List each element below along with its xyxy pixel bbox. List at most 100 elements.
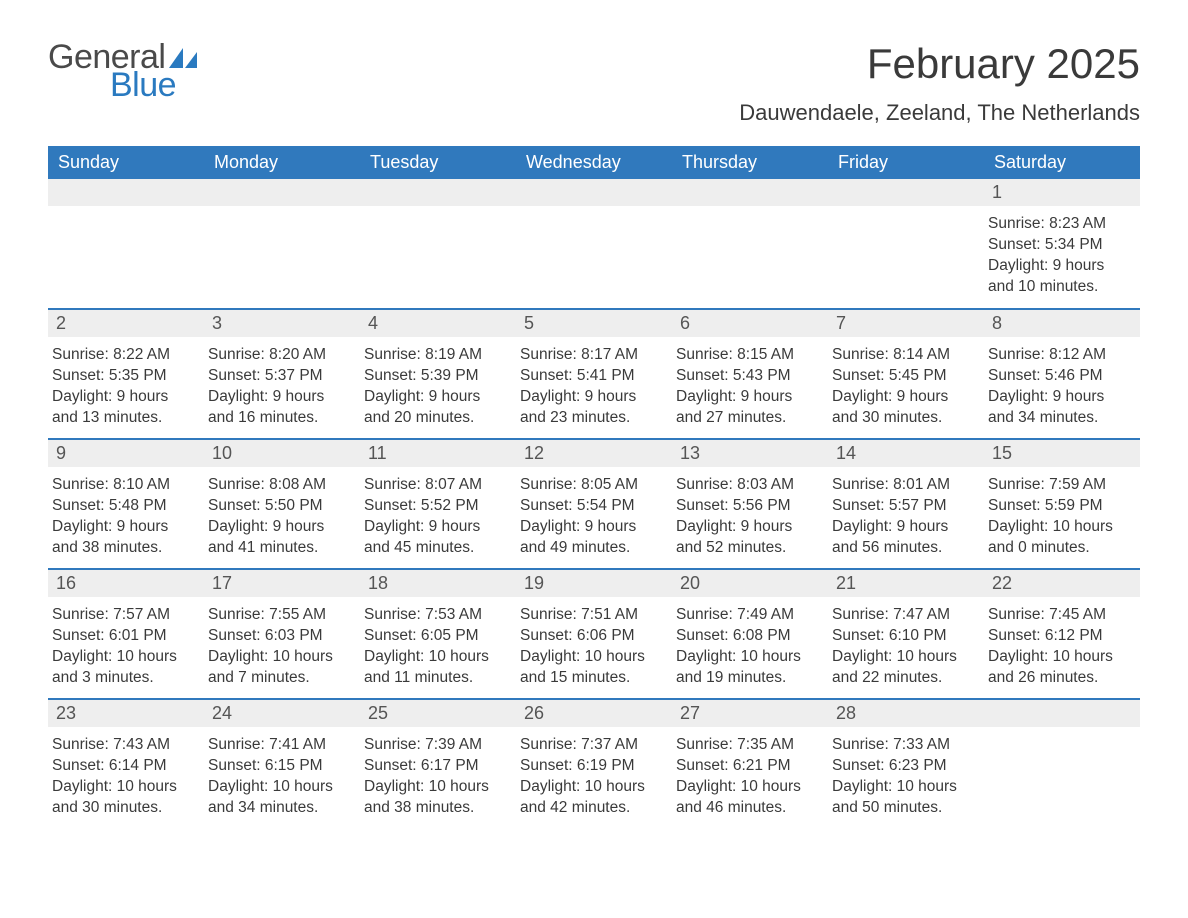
detail-line-daylight1: Daylight: 10 hours <box>52 647 200 668</box>
calendar-cell: 23Sunrise: 7:43 AMSunset: 6:14 PMDayligh… <box>48 699 204 829</box>
day-details: Sunrise: 7:59 AMSunset: 5:59 PMDaylight:… <box>984 467 1140 567</box>
detail-line-daylight2: and 10 minutes. <box>988 277 1136 298</box>
day-number: 26 <box>516 700 672 727</box>
day-details: Sunrise: 7:35 AMSunset: 6:21 PMDaylight:… <box>672 727 828 827</box>
detail-line-daylight1: Daylight: 9 hours <box>208 517 356 538</box>
calendar-cell: 18Sunrise: 7:53 AMSunset: 6:05 PMDayligh… <box>360 569 516 699</box>
detail-line-sunset: Sunset: 6:05 PM <box>364 626 512 647</box>
detail-line-sunset: Sunset: 5:43 PM <box>676 366 824 387</box>
detail-line-sunset: Sunset: 5:57 PM <box>832 496 980 517</box>
detail-line-daylight2: and 27 minutes. <box>676 408 824 429</box>
detail-line-sunrise: Sunrise: 8:15 AM <box>676 345 824 366</box>
calendar-cell: 25Sunrise: 7:39 AMSunset: 6:17 PMDayligh… <box>360 699 516 829</box>
day-header-row: Sunday Monday Tuesday Wednesday Thursday… <box>48 146 1140 179</box>
calendar-cell: 12Sunrise: 8:05 AMSunset: 5:54 PMDayligh… <box>516 439 672 569</box>
logo-word-blue: Blue <box>110 68 197 102</box>
detail-line-daylight2: and 46 minutes. <box>676 798 824 819</box>
calendar-cell: 9Sunrise: 8:10 AMSunset: 5:48 PMDaylight… <box>48 439 204 569</box>
day-number: 3 <box>204 310 360 337</box>
detail-line-sunset: Sunset: 5:46 PM <box>988 366 1136 387</box>
calendar-cell: 20Sunrise: 7:49 AMSunset: 6:08 PMDayligh… <box>672 569 828 699</box>
calendar-week-row: 16Sunrise: 7:57 AMSunset: 6:01 PMDayligh… <box>48 569 1140 699</box>
detail-line-daylight2: and 56 minutes. <box>832 538 980 559</box>
detail-line-sunset: Sunset: 6:21 PM <box>676 756 824 777</box>
day-number <box>360 179 516 206</box>
detail-line-daylight2: and 45 minutes. <box>364 538 512 559</box>
calendar-cell <box>984 699 1140 829</box>
day-number: 17 <box>204 570 360 597</box>
calendar-cell: 14Sunrise: 8:01 AMSunset: 5:57 PMDayligh… <box>828 439 984 569</box>
day-details: Sunrise: 8:01 AMSunset: 5:57 PMDaylight:… <box>828 467 984 567</box>
detail-line-sunrise: Sunrise: 7:35 AM <box>676 735 824 756</box>
day-details: Sunrise: 8:14 AMSunset: 5:45 PMDaylight:… <box>828 337 984 437</box>
detail-line-daylight1: Daylight: 10 hours <box>988 647 1136 668</box>
detail-line-daylight1: Daylight: 9 hours <box>988 387 1136 408</box>
calendar-cell: 8Sunrise: 8:12 AMSunset: 5:46 PMDaylight… <box>984 309 1140 439</box>
detail-line-daylight1: Daylight: 10 hours <box>832 647 980 668</box>
day-details: Sunrise: 8:08 AMSunset: 5:50 PMDaylight:… <box>204 467 360 567</box>
detail-line-daylight2: and 34 minutes. <box>988 408 1136 429</box>
detail-line-daylight2: and 15 minutes. <box>520 668 668 689</box>
detail-line-daylight2: and 7 minutes. <box>208 668 356 689</box>
detail-line-sunset: Sunset: 6:17 PM <box>364 756 512 777</box>
day-header: Saturday <box>984 146 1140 179</box>
day-number: 11 <box>360 440 516 467</box>
detail-line-daylight2: and 23 minutes. <box>520 408 668 429</box>
detail-line-daylight1: Daylight: 10 hours <box>520 777 668 798</box>
detail-line-sunrise: Sunrise: 7:57 AM <box>52 605 200 626</box>
detail-line-sunrise: Sunrise: 7:43 AM <box>52 735 200 756</box>
detail-line-daylight2: and 42 minutes. <box>520 798 668 819</box>
detail-line-sunset: Sunset: 5:50 PM <box>208 496 356 517</box>
detail-line-sunset: Sunset: 5:59 PM <box>988 496 1136 517</box>
day-details: Sunrise: 7:49 AMSunset: 6:08 PMDaylight:… <box>672 597 828 697</box>
day-details: Sunrise: 8:05 AMSunset: 5:54 PMDaylight:… <box>516 467 672 567</box>
day-number: 4 <box>360 310 516 337</box>
detail-line-sunset: Sunset: 5:45 PM <box>832 366 980 387</box>
calendar-cell: 19Sunrise: 7:51 AMSunset: 6:06 PMDayligh… <box>516 569 672 699</box>
calendar-cell <box>672 179 828 309</box>
detail-line-sunset: Sunset: 6:15 PM <box>208 756 356 777</box>
detail-line-sunset: Sunset: 6:14 PM <box>52 756 200 777</box>
detail-line-daylight2: and 50 minutes. <box>832 798 980 819</box>
detail-line-daylight1: Daylight: 9 hours <box>676 517 824 538</box>
day-number: 19 <box>516 570 672 597</box>
day-number: 8 <box>984 310 1140 337</box>
detail-line-sunrise: Sunrise: 8:08 AM <box>208 475 356 496</box>
day-header: Wednesday <box>516 146 672 179</box>
day-number: 22 <box>984 570 1140 597</box>
detail-line-daylight1: Daylight: 9 hours <box>52 387 200 408</box>
calendar-cell: 11Sunrise: 8:07 AMSunset: 5:52 PMDayligh… <box>360 439 516 569</box>
detail-line-sunrise: Sunrise: 8:14 AM <box>832 345 980 366</box>
detail-line-daylight1: Daylight: 10 hours <box>208 647 356 668</box>
day-details: Sunrise: 8:17 AMSunset: 5:41 PMDaylight:… <box>516 337 672 437</box>
detail-line-daylight1: Daylight: 9 hours <box>988 256 1136 277</box>
calendar-cell <box>204 179 360 309</box>
detail-line-daylight1: Daylight: 10 hours <box>364 647 512 668</box>
day-details: Sunrise: 8:22 AMSunset: 5:35 PMDaylight:… <box>48 337 204 437</box>
detail-line-sunset: Sunset: 5:39 PM <box>364 366 512 387</box>
day-number <box>48 179 204 206</box>
detail-line-sunset: Sunset: 6:01 PM <box>52 626 200 647</box>
calendar-cell: 26Sunrise: 7:37 AMSunset: 6:19 PMDayligh… <box>516 699 672 829</box>
day-number: 12 <box>516 440 672 467</box>
day-details: Sunrise: 8:19 AMSunset: 5:39 PMDaylight:… <box>360 337 516 437</box>
day-number: 1 <box>984 179 1140 206</box>
logo: General Blue <box>48 40 197 102</box>
page-header: General Blue February 2025 Dauwendaele, … <box>48 40 1140 126</box>
calendar-week-row: 9Sunrise: 8:10 AMSunset: 5:48 PMDaylight… <box>48 439 1140 569</box>
detail-line-sunrise: Sunrise: 7:47 AM <box>832 605 980 626</box>
day-details: Sunrise: 8:07 AMSunset: 5:52 PMDaylight:… <box>360 467 516 567</box>
detail-line-daylight2: and 22 minutes. <box>832 668 980 689</box>
detail-line-daylight1: Daylight: 10 hours <box>208 777 356 798</box>
calendar-cell: 3Sunrise: 8:20 AMSunset: 5:37 PMDaylight… <box>204 309 360 439</box>
calendar-cell: 1Sunrise: 8:23 AMSunset: 5:34 PMDaylight… <box>984 179 1140 309</box>
calendar-cell <box>516 179 672 309</box>
day-number: 21 <box>828 570 984 597</box>
day-details: Sunrise: 7:53 AMSunset: 6:05 PMDaylight:… <box>360 597 516 697</box>
detail-line-sunset: Sunset: 6:03 PM <box>208 626 356 647</box>
calendar-cell: 6Sunrise: 8:15 AMSunset: 5:43 PMDaylight… <box>672 309 828 439</box>
day-details: Sunrise: 7:37 AMSunset: 6:19 PMDaylight:… <box>516 727 672 827</box>
detail-line-daylight1: Daylight: 10 hours <box>364 777 512 798</box>
detail-line-daylight2: and 11 minutes. <box>364 668 512 689</box>
detail-line-daylight1: Daylight: 10 hours <box>520 647 668 668</box>
